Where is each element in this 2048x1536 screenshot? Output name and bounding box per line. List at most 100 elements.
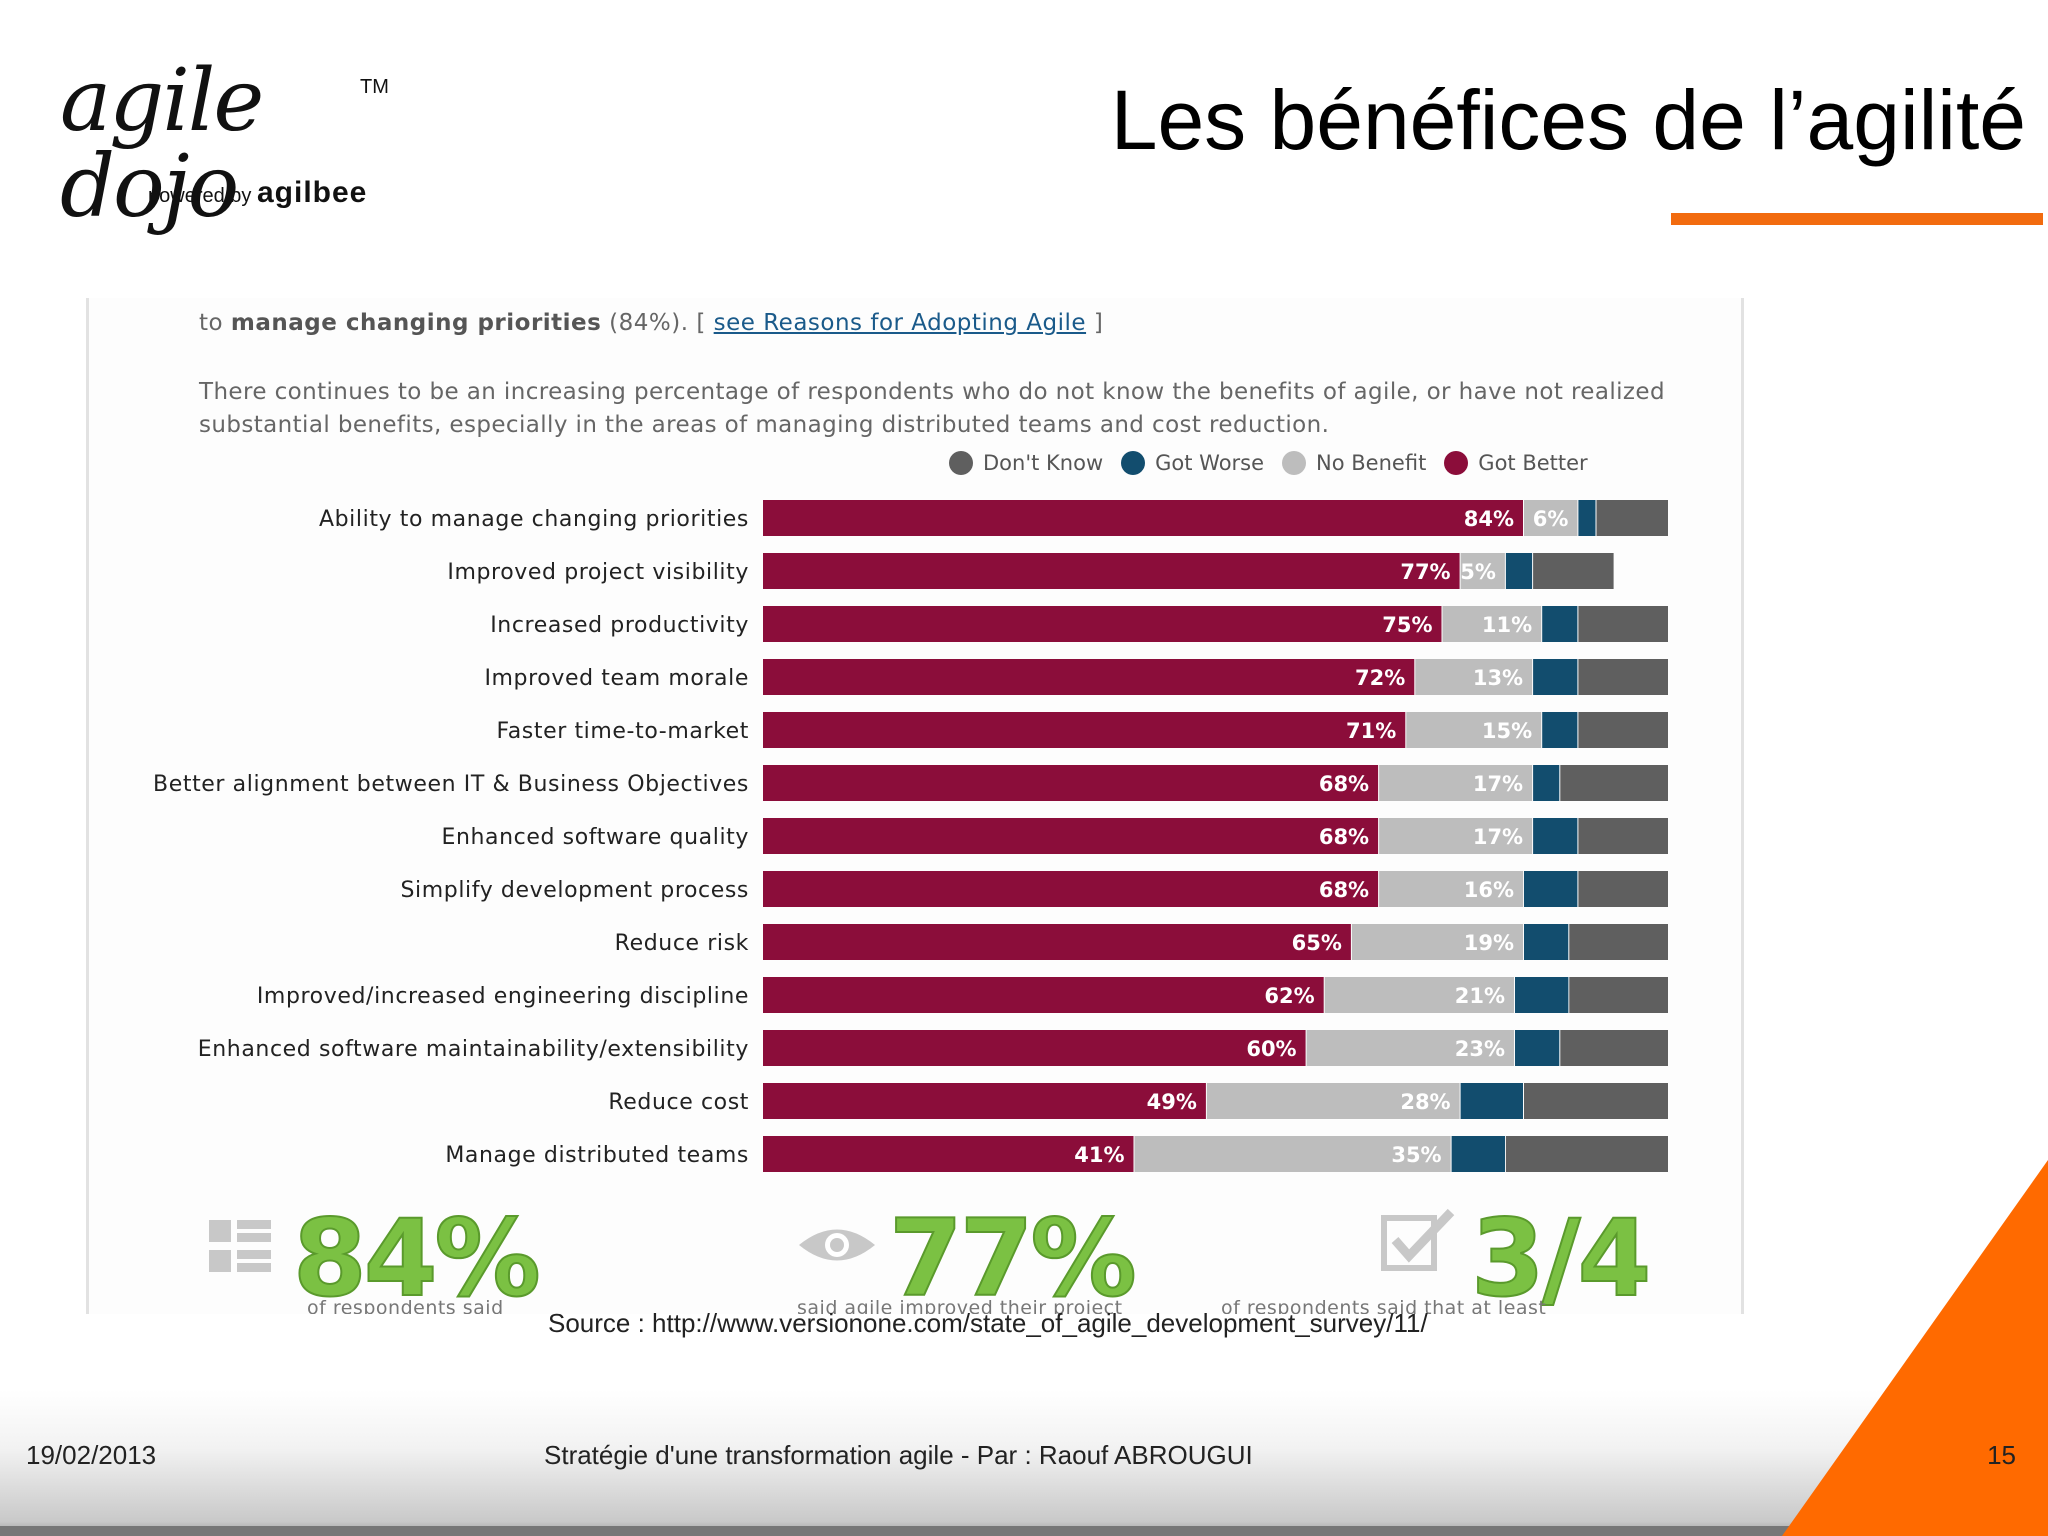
stat-84: 84% of respondents said — [209, 1198, 649, 1314]
title-underline — [1671, 213, 2043, 225]
logo-powered-by: powered by agilbee — [148, 176, 367, 210]
bar-segment-got-worse — [1515, 1030, 1560, 1066]
got-better-value-label: 75% — [1382, 613, 1432, 637]
page-number: 15 — [1987, 1440, 2016, 1470]
bar-segment-got-worse — [1505, 553, 1533, 589]
no-benefit-value-label: 35% — [1391, 1143, 1441, 1167]
got-better-value-label: 72% — [1355, 666, 1405, 690]
bar-segment-don-t-know — [1524, 1083, 1668, 1119]
intro-suffix: ] — [1086, 310, 1104, 336]
legend-label-dont-know: Don't Know — [983, 451, 1104, 475]
got-better-value-label: 68% — [1319, 772, 1369, 796]
bar-segment-no-benefit — [1324, 977, 1514, 1013]
got-better-value-label: 49% — [1147, 1090, 1197, 1114]
legend-item-dont-know: Don't Know — [949, 451, 1103, 475]
survey-screenshot: to manage changing priorities (84%). [ s… — [86, 298, 1744, 1314]
got-better-value-label: 71% — [1346, 719, 1396, 743]
stat-value-3-4: 3/4 — [1470, 1197, 1652, 1314]
category-label: Reduce cost — [608, 1090, 749, 1115]
bar-segment-don-t-know — [1596, 500, 1668, 536]
legend-dot-got-worse — [1121, 451, 1146, 475]
legend-label-got-worse: Got Worse — [1155, 451, 1265, 475]
intro-line: to manage changing priorities (84%). [ s… — [199, 310, 1103, 336]
bar-segment-don-t-know — [1569, 977, 1668, 1013]
category-label: Enhanced software maintainability/extens… — [198, 1037, 749, 1062]
bar-segment-got-better — [763, 1083, 1206, 1119]
bar-segment-got-better — [763, 712, 1406, 748]
bar-segment-got-worse — [1515, 977, 1569, 1013]
stacked-bar-chart: Ability to manage changing priorities 84%… — [153, 500, 1668, 1172]
bar-segment-no-benefit — [1379, 871, 1524, 907]
bar-segment-got-better — [763, 659, 1415, 695]
stat-caption-84: of respondents said — [307, 1297, 504, 1314]
got-better-value-label: 41% — [1074, 1143, 1124, 1167]
bar-segment-got-worse — [1460, 1083, 1523, 1119]
logo-wordmark: agile dojo — [60, 51, 264, 237]
no-benefit-value-label: 17% — [1473, 825, 1523, 849]
category-label: Simplify development process — [400, 878, 749, 903]
bar-segment-got-better — [763, 977, 1324, 1013]
stat-caption-3-4: of respondents said that at least — [1221, 1297, 1547, 1314]
agile-dojo-logo: agile dojo TM powered by agilbee — [60, 58, 420, 230]
category-label: Improved team morale — [484, 666, 749, 691]
bar-segment-got-worse — [1533, 818, 1578, 854]
bar-segment-don-t-know — [1578, 712, 1668, 748]
no-benefit-value-label: 21% — [1455, 984, 1505, 1008]
bar-segment-got-better — [763, 1030, 1306, 1066]
bar-segment-got-better — [763, 606, 1442, 642]
no-benefit-value-label: 19% — [1464, 931, 1514, 955]
logo-powered-label: powered by — [148, 185, 252, 207]
footer-presentation-title: Stratégie d'une transformation agile - P… — [544, 1440, 1253, 1470]
no-benefit-value-label: 13% — [1473, 666, 1523, 690]
footer-band — [0, 1390, 2048, 1536]
got-better-value-label: 65% — [1292, 931, 1342, 955]
intro-bold: manage changing priorities — [230, 310, 602, 336]
bar-segment-no-benefit — [1415, 659, 1533, 695]
bar-segment-no-benefit — [1460, 553, 1505, 589]
bar-segment-no-benefit — [1524, 500, 1578, 536]
bar-segment-no-benefit — [1306, 1030, 1514, 1066]
eye-icon — [799, 1229, 875, 1261]
stat-value-77: 77% — [888, 1197, 1138, 1314]
no-benefit-value-label: 6% — [1533, 507, 1569, 531]
got-better-value-label: 77% — [1400, 560, 1450, 584]
category-label: Reduce risk — [615, 931, 749, 956]
bar-segment-got-worse — [1533, 765, 1560, 801]
bar-segment-don-t-know — [1578, 871, 1668, 907]
bar-segment-don-t-know — [1578, 659, 1668, 695]
footer-line — [0, 1526, 2048, 1536]
got-better-value-label: 60% — [1246, 1037, 1296, 1061]
bar-segment-no-benefit — [1134, 1136, 1451, 1172]
reasons-link[interactable]: see Reasons for Adopting Agile — [713, 310, 1087, 336]
bar-segment-don-t-know — [1578, 818, 1668, 854]
survey-paragraph: There continues to be an increasing perc… — [199, 379, 1665, 438]
bar-segment-got-worse — [1524, 924, 1569, 960]
bar-segment-got-better — [763, 1136, 1134, 1172]
bar-segment-got-better — [763, 924, 1351, 960]
category-label: Better alignment between IT & Business O… — [153, 772, 749, 797]
bar-segment-got-worse — [1533, 659, 1578, 695]
bar-segment-no-benefit — [1379, 818, 1533, 854]
bar-segment-don-t-know — [1569, 924, 1668, 960]
no-benefit-value-label: 17% — [1473, 772, 1523, 796]
intro-prefix: to — [199, 310, 231, 336]
bar-segment-got-worse — [1542, 606, 1578, 642]
source-citation: Source : http://www.versionone.com/state… — [548, 1308, 1428, 1338]
bar-segment-got-worse — [1578, 500, 1596, 536]
category-label: Faster time-to-market — [496, 719, 749, 744]
no-benefit-value-label: 11% — [1482, 613, 1532, 637]
no-benefit-value-label: 16% — [1464, 878, 1514, 902]
no-benefit-value-label: 15% — [1482, 719, 1532, 743]
bar-segment-don-t-know — [1578, 606, 1668, 642]
bar-segment-no-benefit — [1442, 606, 1542, 642]
no-benefit-value-label: 23% — [1455, 1037, 1505, 1061]
category-label: Manage distributed teams — [445, 1143, 749, 1168]
bar-segment-got-worse — [1451, 1136, 1505, 1172]
category-label: Enhanced software quality — [441, 825, 749, 850]
got-better-value-label: 84% — [1464, 507, 1514, 531]
bar-segment-don-t-know — [1505, 1136, 1668, 1172]
no-benefit-value-label: 5% — [1460, 560, 1496, 584]
legend-item-no-benefit: No Benefit — [1282, 451, 1426, 475]
no-benefit-value-label: 28% — [1400, 1090, 1450, 1114]
stat-77: 77% said agile improved their project — [797, 1197, 1237, 1315]
